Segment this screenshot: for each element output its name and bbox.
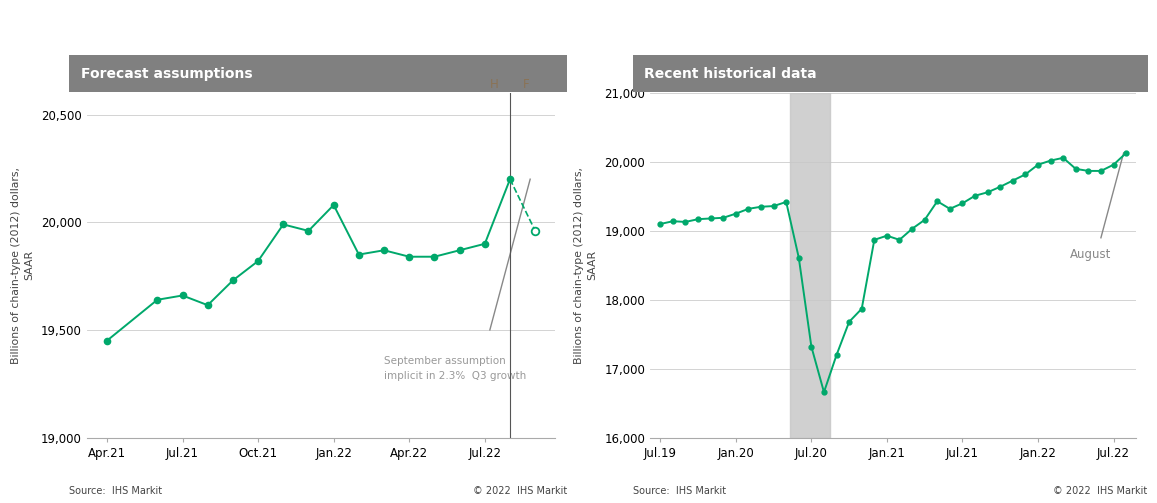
Text: August: August [1069,248,1111,261]
Text: © 2022  IHS Markit: © 2022 IHS Markit [1054,486,1148,496]
Bar [790,93,831,438]
Text: F: F [523,77,530,91]
Text: H: H [489,77,499,91]
Text: © 2022  IHS Markit: © 2022 IHS Markit [473,486,567,496]
Text: September assumption
implicit in 2.3%  Q3 growth: September assumption implicit in 2.3% Q3… [384,356,526,381]
Text: Forecast assumptions: Forecast assumptions [81,67,252,80]
Y-axis label: Billions of chain-type (2012) dollars,
SAAR: Billions of chain-type (2012) dollars, S… [10,167,34,364]
Text: Recent historical data: Recent historical data [644,67,817,80]
Text: Source:  IHS Markit: Source: IHS Markit [633,486,725,496]
Text: Source:  IHS Markit: Source: IHS Markit [69,486,162,496]
Y-axis label: Billions of chain-type (2012) dollars,
SAAR: Billions of chain-type (2012) dollars, S… [574,167,597,364]
